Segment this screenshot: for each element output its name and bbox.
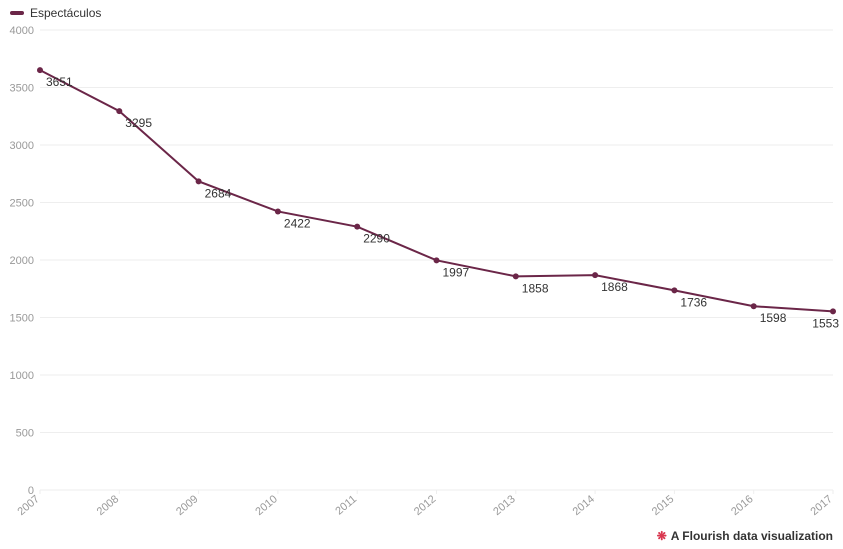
x-tick-label: 2016 [729, 493, 755, 518]
x-tick-label: 2010 [253, 493, 279, 518]
value-label: 1736 [680, 295, 707, 309]
y-tick-label: 1000 [10, 370, 34, 382]
data-point[interactable] [37, 67, 43, 73]
x-tick-label: 2013 [491, 493, 517, 518]
value-label: 2684 [205, 186, 232, 200]
data-point[interactable] [116, 108, 122, 114]
data-point[interactable] [592, 272, 598, 278]
value-label: 1868 [601, 280, 628, 294]
data-point[interactable] [196, 178, 202, 184]
x-tick-label: 2008 [95, 493, 121, 518]
attribution-text: A Flourish data visualization [671, 529, 833, 543]
line-chart: 0500100015002000250030003500400020072008… [0, 0, 843, 549]
data-point[interactable] [751, 303, 757, 309]
data-point[interactable] [671, 287, 677, 293]
data-point[interactable] [830, 308, 836, 314]
x-tick-label: 2014 [571, 493, 597, 518]
x-tick-label: 2015 [650, 493, 676, 518]
y-tick-label: 1500 [10, 313, 34, 325]
y-tick-label: 500 [16, 428, 34, 440]
x-tick-label: 2011 [333, 493, 359, 517]
x-tick-label: 2007 [15, 493, 41, 518]
value-label: 1553 [812, 316, 839, 330]
value-label: 1858 [522, 281, 549, 295]
x-tick-label: 2009 [174, 493, 200, 518]
y-tick-label: 3000 [10, 140, 34, 152]
y-tick-label: 4000 [10, 25, 34, 37]
data-point[interactable] [275, 208, 281, 214]
data-point[interactable] [513, 273, 519, 279]
series-line [40, 70, 833, 311]
value-label: 3651 [46, 75, 73, 89]
y-tick-label: 3500 [10, 83, 34, 95]
value-label: 1997 [443, 265, 470, 279]
attribution[interactable]: ❋ A Flourish data visualization [657, 529, 833, 543]
x-tick-label: 2017 [808, 493, 834, 518]
value-label: 1598 [760, 311, 787, 325]
y-tick-label: 2500 [10, 198, 34, 210]
x-tick-label: 2012 [412, 493, 438, 518]
flourish-icon: ❋ [657, 530, 667, 542]
data-point[interactable] [354, 224, 360, 230]
data-point[interactable] [434, 257, 440, 263]
value-label: 2290 [363, 232, 390, 246]
y-tick-label: 2000 [10, 255, 34, 267]
value-label: 3295 [125, 116, 152, 130]
value-label: 2422 [284, 216, 311, 230]
